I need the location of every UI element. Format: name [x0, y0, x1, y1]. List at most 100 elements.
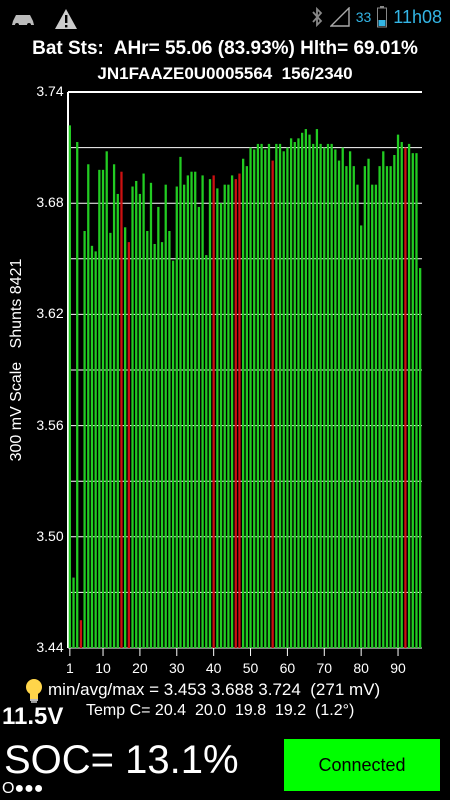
- cell-bar: [87, 164, 90, 648]
- warning-icon: [55, 9, 77, 29]
- cell-bar: [260, 143, 263, 649]
- y-tick-label: 3.68: [36, 194, 64, 211]
- cell-bar: [267, 143, 271, 649]
- cell-bar: [205, 255, 208, 649]
- cell-bar: [356, 184, 359, 648]
- cell-bar: [194, 171, 197, 648]
- cell-bar: [371, 184, 374, 648]
- cell-bar: [404, 147, 407, 648]
- cell-bar: [201, 175, 204, 648]
- cell-bar: [348, 151, 352, 648]
- cell-bar: [175, 186, 178, 648]
- x-tick-label: 20: [132, 660, 148, 676]
- cell-bar: [396, 134, 400, 649]
- cell-bar: [323, 147, 326, 648]
- cell-bar: [363, 166, 366, 648]
- cell-bar: [208, 179, 212, 648]
- cell-bar: [378, 166, 381, 648]
- y-tick-label: 3.62: [36, 305, 64, 322]
- y-tick-label: 3.44: [36, 639, 64, 655]
- vin-line: JN1FAAZE0U0005564 156/2340: [97, 64, 353, 83]
- cell-bar: [289, 138, 293, 649]
- x-tick-label: 10: [95, 660, 111, 676]
- cell-bar: [382, 151, 385, 648]
- cell-bar: [127, 242, 130, 648]
- cell-bar: [101, 169, 105, 648]
- cell-bar: [345, 166, 348, 648]
- x-tick-label: 40: [205, 660, 222, 676]
- cell-bar: [315, 129, 319, 649]
- connection-dots: O●●●: [2, 780, 44, 797]
- cell-bar: [219, 203, 223, 648]
- cell-bar: [135, 180, 138, 648]
- battery-status-line: Bat Sts: AHr= 55.06 (83.93%) Hlth= 69.01…: [32, 38, 418, 59]
- cell-bar: [419, 268, 422, 648]
- cell-bar: [109, 232, 112, 648]
- cell-bar: [374, 184, 378, 648]
- cell-bar: [230, 175, 234, 648]
- cell-bar: [312, 143, 315, 649]
- x-tick-label: 1: [65, 660, 74, 676]
- x-tick-label: 50: [242, 660, 259, 676]
- cell-bar: [278, 143, 282, 649]
- cell-bar: [293, 142, 296, 649]
- cell-bar: [76, 142, 79, 649]
- cell-bar: [183, 184, 186, 648]
- battery-icon: [377, 6, 388, 28]
- cell-bar: [389, 166, 392, 648]
- cell-bar: [308, 134, 311, 649]
- car-icon: [12, 15, 34, 27]
- cell-bar: [79, 620, 83, 648]
- cell-bar: [160, 242, 164, 648]
- cell-bar: [271, 160, 274, 648]
- cell-bar: [105, 151, 108, 648]
- cell-bar: [242, 158, 245, 648]
- bluetooth-icon: [312, 6, 322, 28]
- x-tick-label: 90: [390, 660, 406, 676]
- cell-bar: [334, 149, 337, 648]
- cell-bar: [153, 243, 156, 648]
- cell-bar: [407, 143, 411, 649]
- cell-bar: [179, 156, 182, 648]
- cell-bar: [337, 160, 341, 648]
- cell-bar: [367, 158, 370, 648]
- cell-bar: [238, 173, 241, 648]
- cell-bar: [131, 186, 134, 648]
- x-tick-label: 30: [168, 660, 185, 676]
- y-tick-label: 3.50: [36, 527, 64, 544]
- battery-percent: 33: [355, 9, 372, 25]
- x-tick-label: 80: [353, 660, 369, 676]
- cell-bar: [212, 175, 215, 648]
- cell-bar: [124, 227, 127, 648]
- cell-bar: [186, 175, 189, 648]
- cell-bar: [400, 142, 403, 649]
- signal-icon: [329, 7, 350, 27]
- cell-bar: [385, 166, 389, 648]
- temperature-line: Temp C= 20.4 20.0 19.8 19.2 (1.2°): [86, 702, 355, 719]
- cell-bar: [68, 125, 71, 649]
- status-bar: 33 11h08: [0, 0, 450, 36]
- cell-bar: [142, 173, 145, 648]
- pack-voltage: 11.5V: [2, 703, 64, 730]
- cell-bar: [157, 206, 160, 648]
- cell-bar: [90, 245, 94, 648]
- cell-bar: [223, 184, 226, 648]
- connect-button[interactable]: Connected: [284, 739, 440, 791]
- cell-bar: [253, 149, 256, 648]
- soc-readout: SOC= 13.1%: [4, 738, 239, 782]
- cell-bar: [301, 132, 304, 649]
- cell-bar: [98, 169, 101, 648]
- x-tick-label: 60: [279, 660, 296, 676]
- cell-bar: [282, 151, 285, 648]
- cell-bar: [197, 206, 201, 648]
- cell-bar: [116, 193, 119, 648]
- cell-bar: [297, 138, 300, 649]
- lightbulb-icon[interactable]: [24, 678, 44, 704]
- cell-bar: [234, 179, 237, 648]
- cell-bar: [304, 129, 307, 649]
- x-tick-label: 70: [316, 660, 333, 676]
- cell-bar: [326, 143, 330, 649]
- cell-bar: [120, 171, 123, 648]
- cell-bar: [190, 171, 193, 648]
- cell-bar: [415, 153, 418, 648]
